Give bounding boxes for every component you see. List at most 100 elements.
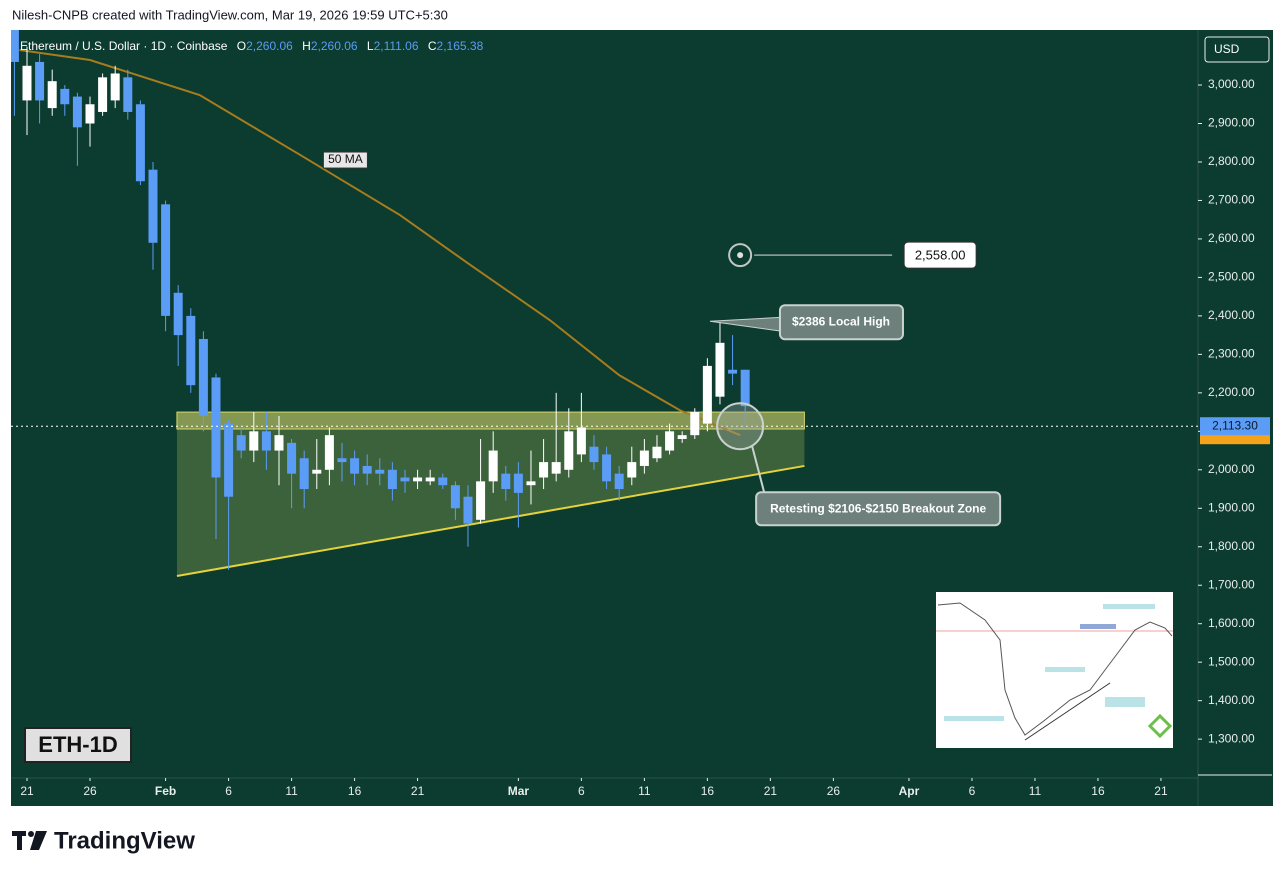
ma-label: 50 MA [328, 152, 363, 166]
x-tick-label: 16 [701, 784, 715, 798]
candle-body [677, 435, 687, 440]
candle-body [60, 88, 70, 105]
currency[interactable]: USD [1214, 42, 1240, 56]
candle-body [665, 431, 675, 451]
candle-body [564, 431, 574, 470]
candle-body [362, 465, 372, 474]
candle-body [337, 458, 347, 463]
candle-body [639, 450, 649, 466]
inset-note [944, 716, 1004, 721]
candle-body [72, 96, 82, 128]
candle-body [312, 469, 322, 474]
candle-body [463, 496, 473, 524]
logo-part [28, 831, 34, 837]
candle-body [702, 365, 712, 424]
candle-body [22, 65, 32, 101]
logo-part [17, 831, 22, 850]
brand: TradingView [54, 827, 195, 854]
candle-body [249, 431, 259, 451]
x-tick-label: 21 [20, 784, 34, 798]
candle-body [261, 431, 271, 451]
legend-key: C [428, 39, 437, 53]
x-tick-label: 16 [348, 784, 362, 798]
x-tick-label: 11 [1029, 784, 1042, 798]
legend-value: 2,165.38 [437, 39, 484, 53]
last-price-box [1200, 417, 1270, 436]
y-tick-label: 1,800.00 [1208, 539, 1255, 553]
inset-price [937, 602, 1173, 736]
retest-circle [716, 402, 765, 451]
y-tick-label: 2,900.00 [1208, 116, 1255, 130]
candle-body [123, 77, 133, 112]
legend-key: H [302, 39, 311, 53]
candle-body [274, 435, 284, 451]
y-tick-label: 1,500.00 [1208, 654, 1255, 668]
credit: Nilesh-CNPB created with TradingView.com… [12, 7, 448, 22]
candle-body [526, 481, 536, 486]
inset-note [1045, 667, 1085, 672]
candle-body [438, 477, 448, 486]
x-tick-label: Apr [899, 784, 920, 798]
currency-box[interactable] [1204, 36, 1270, 63]
plot [11, 30, 805, 577]
candle-body [513, 473, 523, 493]
candle-body [589, 446, 599, 463]
x-tick-label: 11 [285, 784, 298, 798]
candle-body [652, 446, 662, 459]
candle-body [47, 81, 57, 109]
y-tick-label: 2,000.00 [1208, 462, 1255, 476]
inset-logo [1147, 713, 1173, 739]
candle-body [400, 477, 410, 482]
x-tick-label: 6 [578, 784, 585, 798]
candle-body [413, 477, 423, 482]
target-point [737, 252, 744, 259]
candle-body [85, 104, 95, 124]
candle-body [135, 104, 145, 182]
symbol: Ethereum / U.S. Dollar · 1D · Coinbase [20, 39, 228, 53]
target-ring [728, 243, 753, 268]
candle-body [425, 477, 435, 482]
candle-body [627, 462, 637, 478]
candle-body [299, 458, 309, 490]
y-tick-label: 2,400.00 [1208, 308, 1255, 322]
legend-key: L [367, 39, 374, 53]
y-tick-label: 2,700.00 [1208, 193, 1255, 207]
candle-body [350, 458, 360, 474]
candle-body [186, 315, 196, 386]
candle-body [488, 450, 498, 482]
badge-box [24, 727, 132, 763]
candle-body [11, 30, 19, 62]
inset-note [1103, 604, 1155, 609]
candle-body [602, 454, 612, 482]
candle-body [450, 485, 460, 509]
y-tick-label: 2,300.00 [1208, 347, 1255, 361]
ma-label-box [322, 151, 368, 169]
badge: ETH-1D [38, 732, 117, 757]
candle-body [161, 204, 171, 316]
callout-text: $2386 Local High [792, 314, 890, 328]
candle-body [501, 473, 511, 490]
callout-text: Retesting $2106-$2150 Breakout Zone [770, 501, 986, 515]
candle-body [324, 435, 334, 470]
inset-thumbnail [936, 592, 1173, 748]
x-tick-label: Mar [508, 784, 530, 798]
candle-body [198, 338, 208, 416]
y-tick-label: 1,600.00 [1208, 616, 1255, 630]
callout-box [778, 304, 904, 341]
y-tick-label: 1,700.00 [1208, 577, 1255, 591]
x-tick-label: 11 [638, 784, 651, 798]
legend-value: 2,260.06 [246, 39, 293, 53]
legend-value: 2,111.06 [374, 39, 419, 53]
candle-body [35, 61, 45, 101]
candle-body [728, 369, 738, 374]
candle-body [576, 427, 586, 455]
y-tick-label: 2,500.00 [1208, 270, 1255, 284]
last-price-label: 2,113.30 [1212, 418, 1258, 432]
callout-box [755, 491, 1002, 527]
candle-body [539, 462, 549, 478]
target-label: 2,558.00 [915, 248, 966, 263]
brand-logo [12, 831, 47, 850]
x-tick-label: 21 [411, 784, 425, 798]
x-tick-label: 21 [764, 784, 778, 798]
